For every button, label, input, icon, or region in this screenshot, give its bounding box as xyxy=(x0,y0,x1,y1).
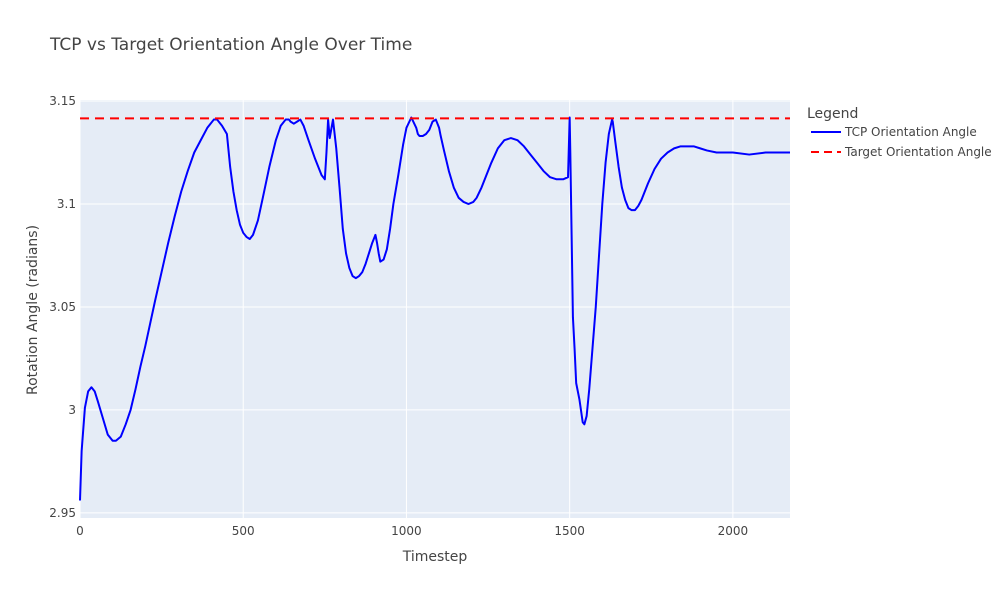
y-tick-label: 3.05 xyxy=(49,300,76,314)
legend-item-tcp[interactable]: TCP Orientation Angle xyxy=(811,125,977,139)
series-layer xyxy=(79,116,790,501)
y-tick-label: 3.1 xyxy=(57,197,76,211)
x-axis-title: Timestep xyxy=(402,549,468,565)
series-line-tcp xyxy=(79,116,790,501)
x-tick-label: 500 xyxy=(232,524,255,538)
y-tick-labels: 2.95 3 3.05 3.1 3.15 xyxy=(49,94,76,520)
x-tick-label: 1500 xyxy=(554,524,585,538)
legend-title: Legend xyxy=(807,106,858,122)
y-tick-label: 3 xyxy=(68,403,76,417)
plot-area xyxy=(80,100,790,518)
y-axis-title: Rotation Angle (radians) xyxy=(25,225,41,395)
y-tick-label: 2.95 xyxy=(49,506,76,520)
chart-title: TCP vs Target Orientation Angle Over Tim… xyxy=(49,35,412,55)
x-tick-labels: 0 500 1000 1500 2000 xyxy=(76,524,748,538)
y-tick-label: 3.15 xyxy=(49,94,76,108)
x-tick-label: 1000 xyxy=(391,524,422,538)
y-grid xyxy=(80,100,790,514)
x-tick-label: 2000 xyxy=(718,524,749,538)
x-grid xyxy=(79,100,734,518)
legend-item-target[interactable]: Target Orientation Angle xyxy=(811,145,992,159)
legend-label-target: Target Orientation Angle xyxy=(844,145,992,159)
x-tick-label: 0 xyxy=(76,524,84,538)
legend: Legend TCP Orientation Angle Target Orie… xyxy=(807,106,992,159)
legend-label-tcp: TCP Orientation Angle xyxy=(844,125,977,139)
